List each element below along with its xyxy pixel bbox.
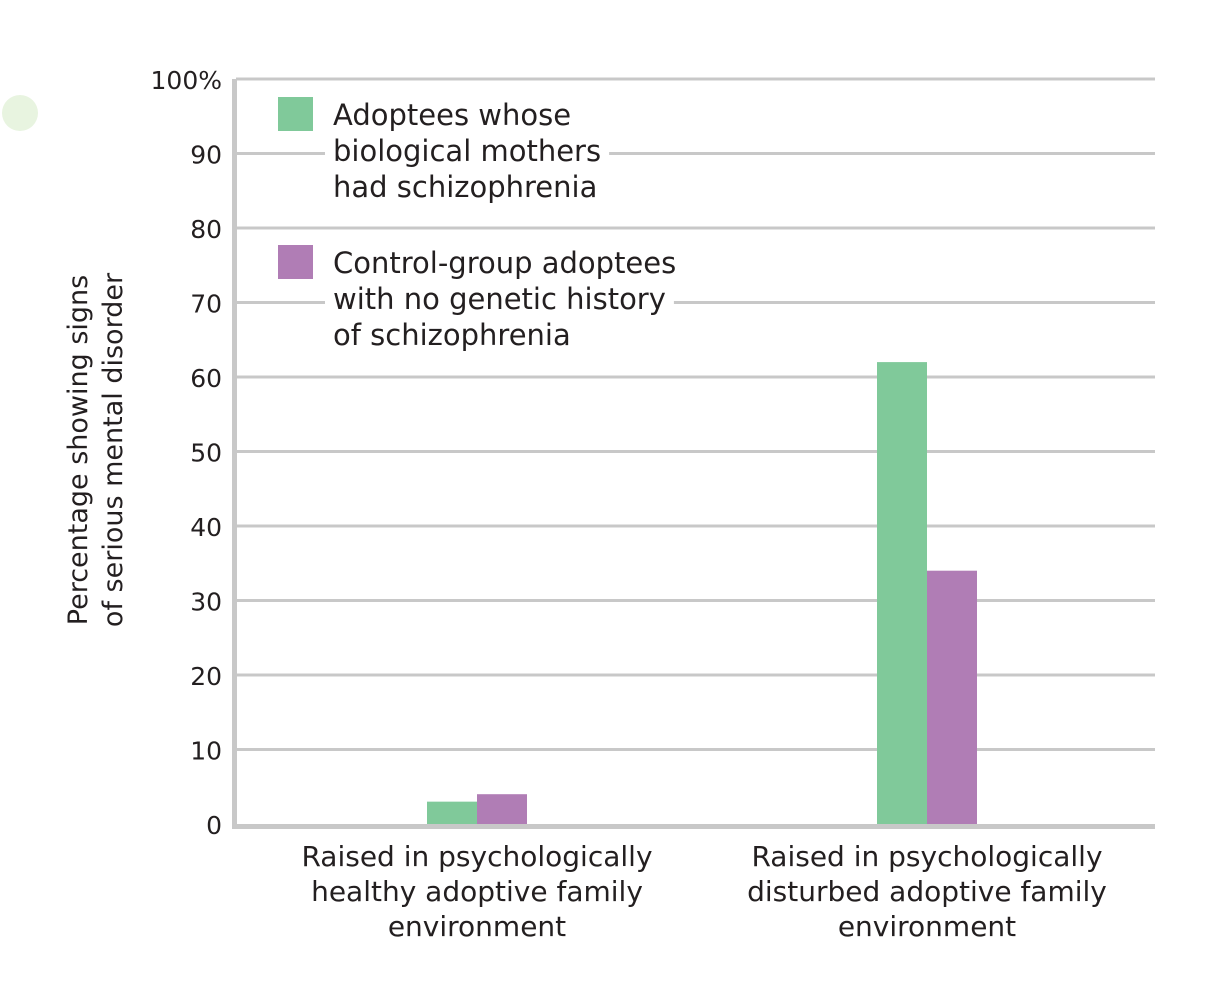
y-axis-title: Percentage showing signs of serious menta… — [63, 272, 129, 627]
decorative-dot — [2, 95, 38, 131]
y-axis-title-line: of serious mental disorder — [98, 272, 129, 627]
bar-biological-schizophrenia-0 — [427, 801, 477, 824]
x-category-label: Raised in psychologically — [301, 840, 652, 873]
y-tick-label: 0 — [206, 811, 222, 840]
y-axis-title-line: Percentage showing signs — [63, 275, 94, 625]
y-tick-label: 20 — [190, 662, 222, 691]
bar-biological-schizophrenia-1 — [877, 362, 927, 824]
legend-label-background — [325, 318, 579, 352]
y-tick-label: 80 — [190, 215, 222, 244]
y-tick-label: 40 — [190, 513, 222, 542]
x-axis — [232, 824, 1155, 829]
y-tick-label: 100% — [151, 66, 222, 95]
y-tick-label: 60 — [190, 364, 222, 393]
y-tick-label: 30 — [190, 588, 222, 617]
legend-label-background — [325, 98, 580, 132]
legend-swatch — [278, 97, 313, 131]
legend-label: had schizophrenia — [333, 170, 597, 204]
legend-swatch — [278, 245, 313, 279]
legend-label-background — [325, 170, 606, 204]
legend-label: Adoptees whose — [333, 98, 571, 132]
x-category-label: healthy adoptive family — [311, 875, 643, 908]
legend-label-background — [325, 282, 674, 316]
x-category-label: Raised in psychologically — [751, 840, 1102, 873]
y-axis — [232, 79, 237, 828]
y-tick-label: 70 — [190, 290, 222, 319]
y-tick-label: 10 — [190, 737, 222, 766]
legend-label: with no genetic history — [333, 282, 666, 316]
legend-label-background — [325, 134, 610, 168]
x-category-label: environment — [388, 910, 566, 943]
x-category-label: environment — [838, 910, 1016, 943]
bar-control-1 — [927, 570, 977, 824]
x-category-label: disturbed adoptive family — [747, 875, 1107, 908]
legend-label: Control-group adoptees — [333, 246, 676, 280]
bar-control-0 — [477, 794, 527, 824]
y-tick-label: 50 — [190, 439, 222, 468]
legend-label-background — [325, 246, 685, 280]
y-tick-label: 90 — [190, 141, 222, 170]
legend-label: biological mothers — [333, 134, 601, 168]
legend-label: of schizophrenia — [333, 318, 571, 352]
